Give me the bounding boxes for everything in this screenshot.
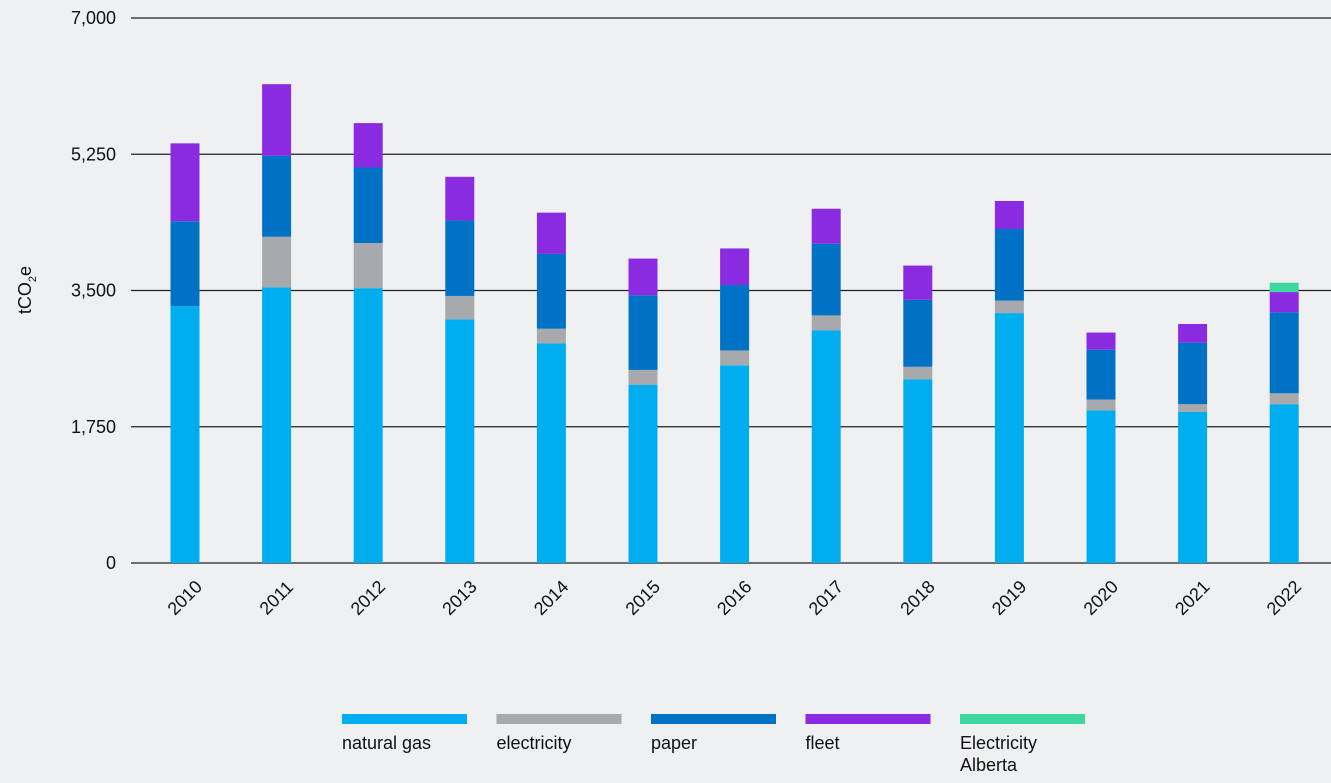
x-tick-label: 2020 bbox=[1080, 577, 1122, 619]
y-axis-ticks: 0 1,750 3,500 5,250 7,000 bbox=[71, 8, 116, 573]
x-tick-label: 2022 bbox=[1263, 577, 1305, 619]
bar-segment-fleet bbox=[720, 248, 750, 286]
legend-swatch bbox=[342, 714, 467, 724]
bar-segment-electricity bbox=[445, 295, 475, 320]
bar-segment-paper bbox=[1269, 312, 1299, 394]
bar-segment-natural-gas bbox=[994, 313, 1024, 563]
bar-segment-natural-gas bbox=[628, 384, 658, 563]
bar-segment-paper bbox=[903, 299, 933, 367]
bar-segment-fleet bbox=[811, 208, 841, 244]
x-tick-label: 2021 bbox=[1171, 577, 1213, 619]
x-tick-label: 2016 bbox=[713, 577, 755, 619]
legend-label: electricity bbox=[497, 733, 572, 753]
bar-segment-fleet bbox=[1269, 292, 1299, 313]
bar-segment-electricity bbox=[1269, 393, 1299, 405]
y-tick-label: 1,750 bbox=[71, 417, 116, 437]
legend-swatch bbox=[651, 714, 776, 724]
bar-segment-paper bbox=[536, 253, 566, 329]
x-tick-label: 2017 bbox=[805, 577, 847, 619]
legend-label: Alberta bbox=[960, 755, 1018, 775]
legend-label: Electricity bbox=[960, 733, 1037, 753]
bar-segment-electricity bbox=[262, 236, 292, 288]
x-tick-label: 2018 bbox=[896, 577, 938, 619]
y-axis-title-tail: e bbox=[15, 266, 35, 276]
y-axis-title-subscript: 2 bbox=[27, 276, 39, 282]
bar-segment-natural-gas bbox=[1086, 410, 1116, 563]
bar-segment-natural-gas bbox=[903, 379, 933, 563]
bar-segment-electricity-alberta bbox=[1269, 282, 1299, 293]
bar-segment-electricity bbox=[1086, 399, 1116, 411]
bar-segment-natural-gas bbox=[262, 287, 292, 563]
legend: natural gas electricity paper fleet Electric… bbox=[342, 714, 1085, 775]
bar-segment-paper bbox=[720, 285, 750, 351]
bar-segment-fleet bbox=[1178, 323, 1208, 343]
bar-segment-natural-gas bbox=[811, 330, 841, 563]
x-tick-label: 2010 bbox=[164, 577, 206, 619]
x-tick-label: 2013 bbox=[438, 577, 480, 619]
bar-segment-paper bbox=[628, 295, 658, 370]
legend-swatch bbox=[496, 714, 622, 724]
bar-segment-paper bbox=[994, 228, 1024, 301]
x-tick-label: 2012 bbox=[347, 577, 389, 619]
legend-label: paper bbox=[651, 733, 697, 753]
bar-segment-paper bbox=[811, 243, 841, 316]
bar-segment-natural-gas bbox=[720, 365, 750, 563]
x-tick-label: 2015 bbox=[622, 577, 664, 619]
legend-label: natural gas bbox=[342, 733, 431, 753]
bars bbox=[170, 84, 1299, 563]
legend-swatch bbox=[960, 714, 1085, 724]
bar-segment-electricity bbox=[811, 315, 841, 331]
bar-segment-fleet bbox=[536, 212, 566, 254]
bar-segment-fleet bbox=[1086, 332, 1116, 350]
y-axis-label: tCO2e bbox=[15, 266, 39, 314]
bar-segment-electricity bbox=[994, 300, 1024, 314]
bar-segment-electricity bbox=[628, 369, 658, 385]
bar-segment-natural-gas bbox=[1178, 411, 1208, 563]
bar-segment-electricity bbox=[536, 328, 566, 344]
bar-segment-fleet bbox=[994, 200, 1024, 229]
bar-segment-fleet bbox=[903, 265, 933, 300]
bar-segment-natural-gas bbox=[353, 288, 383, 563]
bar-segment-fleet bbox=[262, 84, 292, 156]
legend-swatch bbox=[805, 714, 931, 724]
bar-segment-fleet bbox=[628, 258, 658, 296]
y-tick-label: 3,500 bbox=[71, 281, 116, 301]
x-tick-label: 2014 bbox=[530, 577, 572, 619]
bar-segment-fleet bbox=[170, 143, 200, 222]
bar-segment-fleet bbox=[445, 176, 475, 221]
bar-segment-natural-gas bbox=[170, 306, 200, 563]
bar-segment-paper bbox=[1086, 349, 1116, 400]
bar-segment-electricity bbox=[720, 350, 750, 366]
bar-segment-natural-gas bbox=[1269, 404, 1299, 563]
bar-segment-paper bbox=[1178, 342, 1208, 405]
x-axis-ticks: 2010 2011 2012 2013 2014 2015 2016 2017 2018 2019… bbox=[164, 577, 1306, 619]
bar-segment-electricity bbox=[1178, 404, 1208, 412]
bar-segment-natural-gas bbox=[445, 319, 475, 563]
y-tick-label: 7,000 bbox=[71, 8, 116, 28]
bar-segment-paper bbox=[170, 221, 200, 307]
bar-segment-fleet bbox=[353, 123, 383, 168]
y-tick-label: 5,250 bbox=[71, 144, 116, 164]
legend-label: fleet bbox=[806, 733, 840, 753]
y-axis-title: tCO2e bbox=[15, 266, 39, 314]
y-axis-title-main: tCO bbox=[15, 282, 35, 314]
bar-segment-paper bbox=[262, 155, 292, 237]
y-tick-label: 0 bbox=[106, 553, 116, 573]
bar-segment-paper bbox=[445, 220, 475, 296]
bar-segment-natural-gas bbox=[536, 343, 566, 563]
x-tick-label: 2019 bbox=[988, 577, 1030, 619]
bar-segment-electricity bbox=[903, 366, 933, 380]
x-tick-label: 2011 bbox=[256, 577, 298, 619]
bar-segment-electricity bbox=[353, 243, 383, 289]
bar-segment-paper bbox=[353, 167, 383, 244]
